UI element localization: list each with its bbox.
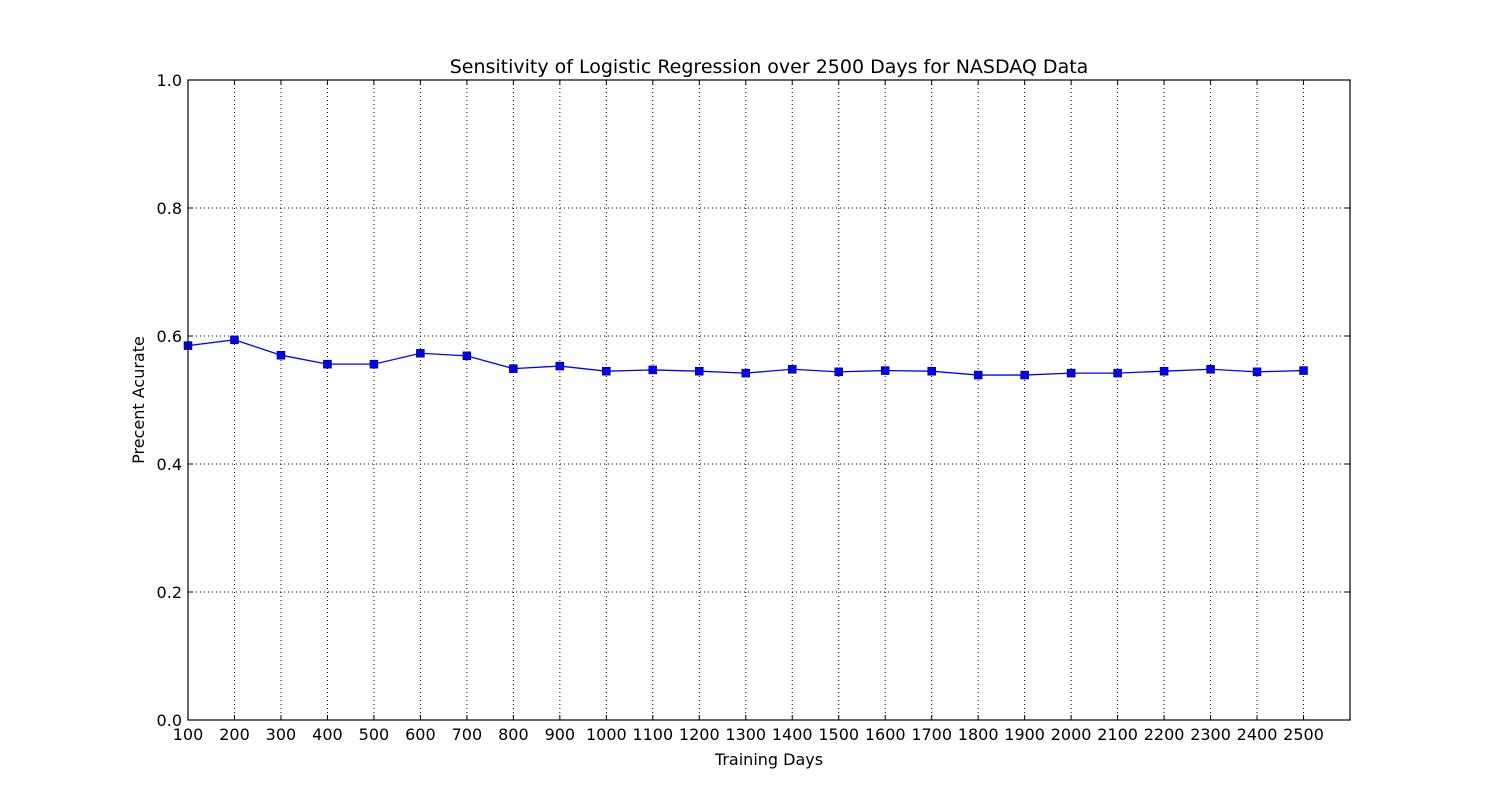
data-point-marker xyxy=(1159,366,1169,376)
data-point-marker xyxy=(787,365,797,374)
data-point-marker xyxy=(509,364,518,373)
data-point-marker xyxy=(462,351,472,361)
x-tick-label: 700 xyxy=(452,725,483,744)
x-tick-label: 100 xyxy=(173,725,204,744)
data-point-marker xyxy=(323,359,332,369)
x-tick-label: 1700 xyxy=(911,725,952,744)
x-tick-label: 1600 xyxy=(865,725,906,744)
chart-title: Sensitivity of Logistic Regression over … xyxy=(450,56,1089,78)
x-tick-label: 2500 xyxy=(1283,725,1324,744)
x-tick-label: 800 xyxy=(498,725,529,744)
data-point-marker xyxy=(1113,368,1122,378)
x-tick-label: 2100 xyxy=(1097,725,1138,744)
x-tick-label: 1500 xyxy=(818,725,859,744)
data-point-marker xyxy=(1252,367,1262,377)
x-tick-label: 2300 xyxy=(1190,725,1231,744)
data-point-marker xyxy=(1206,365,1215,374)
data-point-marker xyxy=(276,350,286,360)
data-point-marker xyxy=(648,365,658,375)
x-axis-label: Training Days xyxy=(714,750,823,769)
x-tick-label: 600 xyxy=(405,725,436,744)
x-tick-label: 900 xyxy=(545,725,576,744)
x-tick-label: 1000 xyxy=(586,725,627,744)
data-point-marker xyxy=(369,359,379,369)
data-point-marker xyxy=(1066,368,1076,378)
x-tick-label: 1300 xyxy=(725,725,766,744)
data-point-marker xyxy=(695,366,704,376)
x-tick-label: 200 xyxy=(219,725,250,744)
y-tick-label: 1.0 xyxy=(157,71,182,90)
x-tick-label: 1100 xyxy=(632,725,673,744)
data-point-marker xyxy=(230,335,239,345)
x-tick-label: 400 xyxy=(312,725,343,744)
x-tick-label: 1800 xyxy=(958,725,999,744)
ticks: 100 200 300 400 500 600 700 800 900 1000 1100 1200 1… xyxy=(157,71,1350,744)
data-point-marker xyxy=(973,370,983,380)
y-tick-label: 0.8 xyxy=(157,199,182,218)
x-tick-label: 1200 xyxy=(679,725,720,744)
plot-frame xyxy=(187,79,1351,721)
x-tick-label: 1900 xyxy=(1004,725,1045,744)
data-point-marker xyxy=(1020,370,1029,380)
y-tick-label: 0.4 xyxy=(157,455,182,474)
data-point-marker xyxy=(602,366,611,376)
x-tick-label: 2200 xyxy=(1144,725,1185,744)
data-point-marker xyxy=(416,349,425,358)
x-tick-label: 500 xyxy=(359,725,390,744)
y-axis-label: Precent Acurate xyxy=(129,336,148,464)
data-point-marker xyxy=(555,361,565,371)
data-point-marker xyxy=(1299,366,1308,375)
data-point-marker xyxy=(927,366,936,376)
data-point-marker xyxy=(834,367,843,377)
x-tick-label: 2400 xyxy=(1237,725,1278,744)
data-point-marker xyxy=(741,368,751,378)
x-tick-label: 2000 xyxy=(1051,725,1092,744)
y-tick-label: 0.2 xyxy=(157,583,182,602)
x-tick-label: 300 xyxy=(266,725,297,744)
x-tick-label: 1400 xyxy=(772,725,813,744)
y-tick-label: 0.0 xyxy=(157,711,182,730)
data-point-marker xyxy=(880,366,890,375)
y-tick-label: 0.6 xyxy=(157,327,182,346)
